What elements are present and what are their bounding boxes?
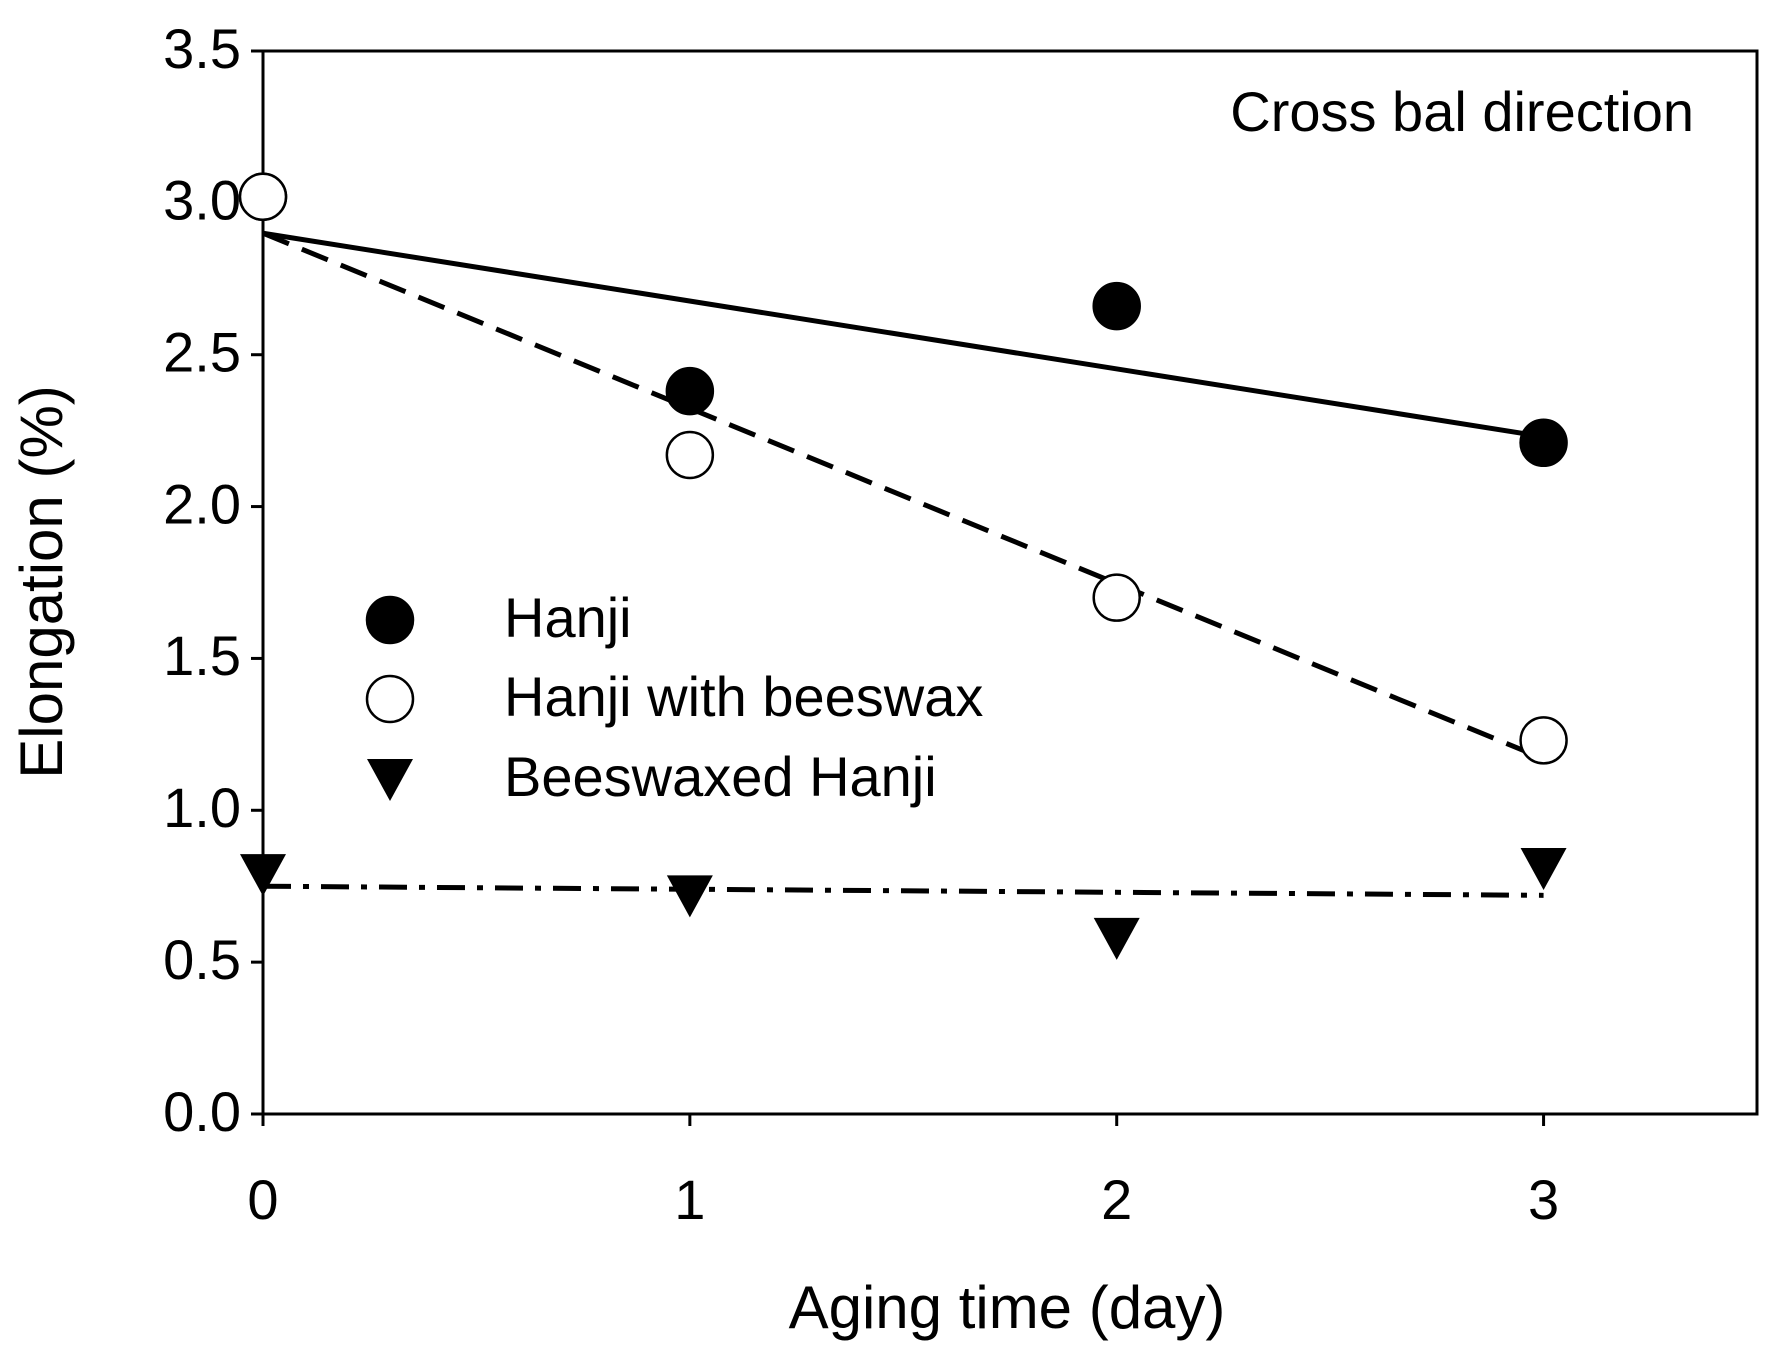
x-tick-label: 0 — [247, 1168, 278, 1231]
marker — [1092, 281, 1141, 331]
trend-line — [262, 230, 1545, 761]
legend-marker — [365, 674, 415, 724]
marker — [1519, 418, 1568, 468]
x-tick-label: 1 — [674, 1168, 705, 1231]
y-axis-label: Elongation (%) — [8, 385, 75, 779]
trend-line — [262, 230, 1544, 440]
marker — [665, 366, 715, 416]
legend-label: Beeswaxed Hanji — [504, 745, 937, 808]
y-tick-label: 1.5 — [163, 624, 241, 687]
x-tick-label: 3 — [1528, 1168, 1559, 1231]
y-tick-label: 2.5 — [163, 321, 241, 384]
y-tick-label: 2.0 — [163, 472, 241, 535]
marker — [666, 875, 713, 918]
plot-frame — [261, 49, 1759, 1116]
legend-label: Hanji — [504, 586, 632, 649]
annotation: Cross bal direction — [1230, 80, 1694, 143]
marker — [1092, 573, 1141, 622]
legend-label: Hanji with beeswax — [504, 665, 983, 728]
marker — [238, 172, 288, 222]
y-tick-label: 0.5 — [163, 928, 241, 991]
marker — [240, 854, 286, 897]
x-tick-label: 2 — [1101, 1168, 1132, 1231]
x-axis-label: Aging time (day) — [789, 1274, 1226, 1341]
marker — [665, 430, 715, 480]
legend-marker — [367, 759, 413, 801]
y-tick-label: 3.0 — [163, 169, 241, 232]
y-tick-label: 3.5 — [163, 17, 241, 80]
legend-marker — [365, 595, 415, 645]
trend-line — [262, 883, 1544, 898]
marker — [1520, 847, 1567, 890]
marker — [1519, 716, 1568, 765]
y-tick-label: 0.0 — [163, 1080, 241, 1143]
marker — [1093, 917, 1140, 960]
y-tick-label: 1.0 — [163, 776, 241, 839]
